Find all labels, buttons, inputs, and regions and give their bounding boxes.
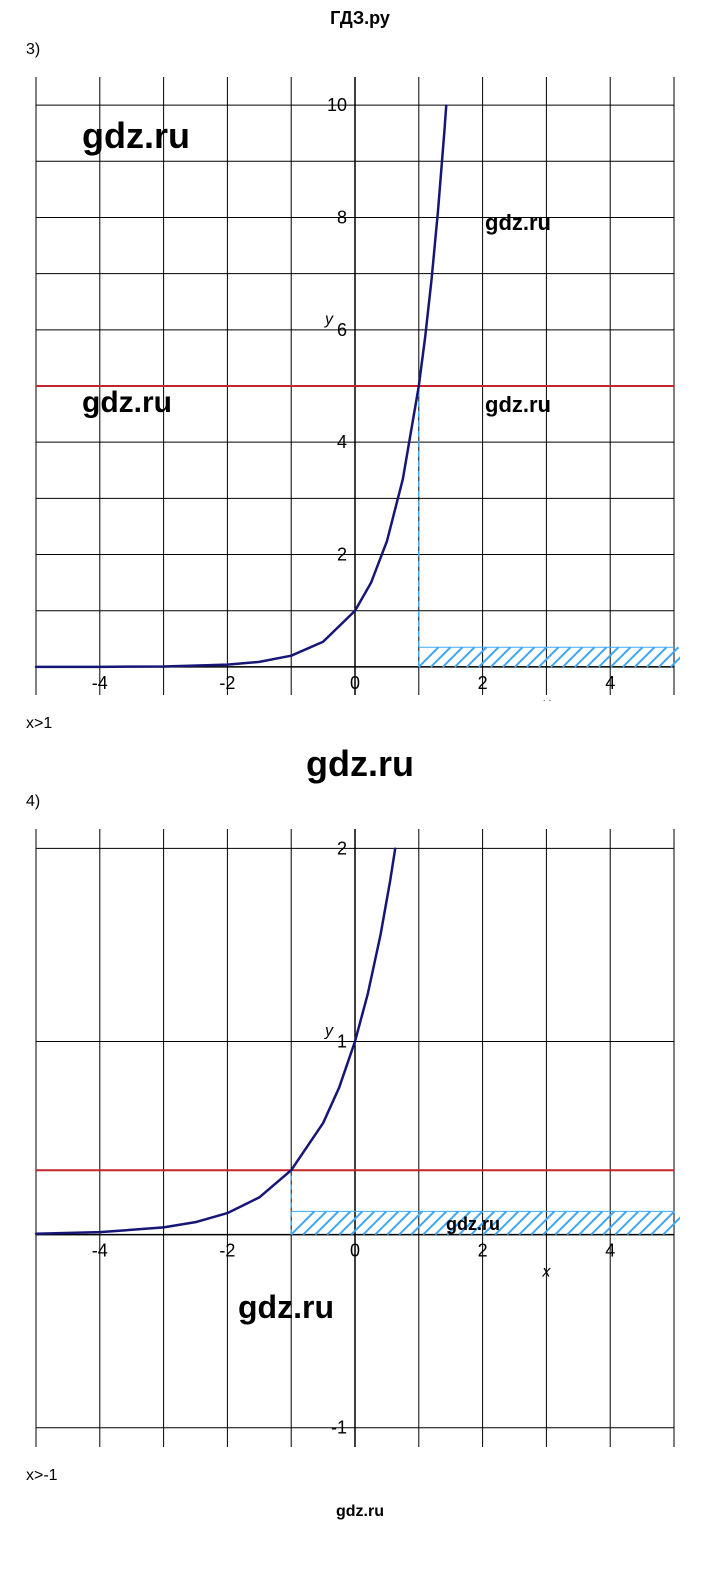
page-header: ГДЗ.ру — [0, 0, 720, 37]
svg-text:4: 4 — [337, 432, 347, 452]
mid-watermark: gdz.ru — [306, 743, 414, 785]
svg-text:4: 4 — [605, 1241, 615, 1261]
svg-text:-1: -1 — [331, 1418, 347, 1438]
item4-label: 4) — [0, 789, 720, 815]
svg-text:y: y — [324, 1022, 334, 1039]
svg-text:-2: -2 — [219, 673, 235, 693]
item4-answer: x>-1 — [0, 1461, 720, 1491]
svg-text:0: 0 — [350, 1241, 360, 1261]
svg-text:-2: -2 — [219, 1241, 235, 1261]
svg-text:4: 4 — [605, 673, 615, 693]
svg-text:x: x — [541, 1264, 551, 1281]
svg-text:0: 0 — [350, 673, 360, 693]
item3-answer: x>1 — [0, 709, 720, 739]
svg-text:1: 1 — [337, 1031, 347, 1051]
svg-text:10: 10 — [327, 95, 347, 115]
svg-text:-4: -4 — [92, 673, 108, 693]
svg-text:x: x — [541, 696, 551, 701]
svg-text:6: 6 — [337, 320, 347, 340]
chart-4: -4-2024-112xygdz.rugdz.ru — [30, 823, 680, 1453]
item3-label: 3) — [0, 37, 720, 63]
svg-text:2: 2 — [478, 673, 488, 693]
page-footer: gdz.ru — [0, 1491, 720, 1529]
svg-text:8: 8 — [337, 207, 347, 227]
svg-text:2: 2 — [337, 838, 347, 858]
brand-bottom: gdz.ru — [336, 1503, 384, 1520]
svg-text:-4: -4 — [92, 1241, 108, 1261]
brand-top: ГДЗ.ру — [330, 8, 390, 28]
svg-text:2: 2 — [478, 1241, 488, 1261]
chart-3: -4-2024246810xygdz.rugdz.rugdz.rugdz.ru — [30, 71, 680, 701]
svg-text:y: y — [324, 311, 334, 328]
svg-text:2: 2 — [337, 545, 347, 565]
